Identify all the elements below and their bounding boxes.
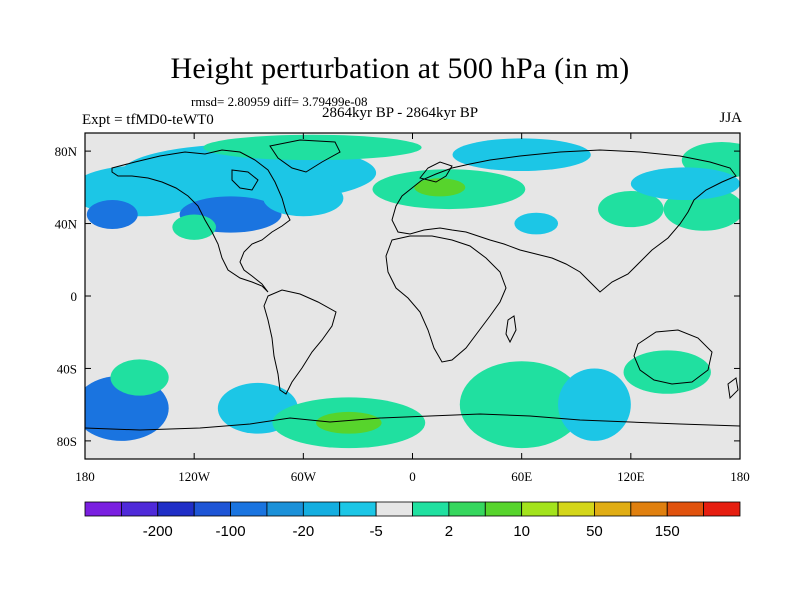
- coastlines: [85, 139, 740, 431]
- figure-title: Height perturbation at 500 hPa (in m): [170, 52, 630, 85]
- colorbar-label: -100: [216, 523, 246, 540]
- colorbar-label: -5: [369, 523, 382, 540]
- anomaly-field: [85, 134, 740, 449]
- anomaly-region-8: [414, 178, 466, 197]
- lon-tick-label: 60W: [291, 469, 317, 484]
- colorbar-swatch: [666, 501, 705, 517]
- lon-tick-label: 0: [409, 469, 416, 484]
- coast-africa: [385, 235, 507, 363]
- coast-south-america: [263, 289, 337, 395]
- colorbar-label: 50: [586, 523, 603, 540]
- anomaly-region-19: [316, 411, 382, 434]
- lon-tick-label: 60E: [511, 469, 532, 484]
- colorbar-swatch: [84, 501, 122, 517]
- stats-text: rmsd= 2.80959 diff= 3.79499e-08: [191, 94, 368, 109]
- colorbar-label: -200: [143, 523, 173, 540]
- colorbar-swatch: [594, 501, 632, 517]
- colorbar-swatch: [630, 501, 668, 517]
- colorbar-label: 2: [445, 523, 453, 540]
- anomaly-region-14: [630, 167, 740, 201]
- colorbar-swatch: [448, 501, 486, 517]
- anomaly-region-16: [110, 359, 169, 396]
- colorbar-swatch: [302, 501, 341, 517]
- lat-tick-label: 80S: [57, 434, 77, 449]
- anomaly-region-6: [203, 134, 422, 161]
- lat-tick-label: 40S: [57, 361, 77, 376]
- longitude-axis: 180 120W 60W 0 60E 120E 180: [75, 133, 750, 484]
- colorbar-label: -20: [292, 523, 314, 540]
- colorbar-swatch: [412, 501, 450, 517]
- coast-eurasia: [391, 149, 737, 293]
- colorbar-swatch: [193, 501, 231, 517]
- colorbar-label: 150: [655, 523, 680, 540]
- season-label: JJA: [719, 110, 742, 126]
- colorbar-swatch: [484, 501, 523, 517]
- colorbar-swatch: [375, 501, 413, 517]
- latitude-axis: 80N 40N 0 40S 80S: [55, 144, 740, 449]
- colorbar-swatch: [120, 501, 159, 517]
- coast-north-america: [111, 149, 291, 293]
- anomaly-region-9: [452, 138, 591, 172]
- anomaly-region-10: [514, 212, 559, 235]
- colorbar-swatch: [557, 501, 595, 517]
- lat-tick-label: 80N: [55, 144, 78, 159]
- coast-australia: [633, 329, 713, 385]
- anomaly-region-22: [623, 350, 711, 394]
- colorbar-swatch: [157, 501, 195, 517]
- coast-greenland: [269, 139, 341, 173]
- coast-madagascar: [505, 315, 517, 344]
- colorbar-swatch: [230, 501, 268, 517]
- lat-tick-label: 0: [71, 289, 78, 304]
- coast-scandinavia: [419, 161, 453, 183]
- anomaly-region-1: [86, 200, 138, 229]
- coast-new-zealand: [727, 377, 739, 400]
- experiment-label: Expt = tfMD0-teWT0: [82, 112, 214, 128]
- lat-tick-label: 40N: [55, 217, 78, 232]
- colorbar: -200 -100 -20 -5 2 10 50 150: [84, 501, 741, 540]
- colorbar-swatch: [339, 501, 377, 517]
- colorbar-label: 10: [513, 523, 530, 540]
- lon-tick-label: 120E: [617, 469, 645, 484]
- lon-tick-label: 120W: [178, 469, 211, 484]
- coast-hudson-bay: [231, 169, 259, 191]
- anomaly-region-20: [459, 361, 584, 449]
- lon-tick-label: 180: [730, 469, 750, 484]
- anomaly-region-4: [263, 180, 344, 217]
- anomaly-region-21: [558, 368, 631, 441]
- anomaly-region-11: [598, 190, 664, 228]
- period-text: 2864kyr BP - 2864kyr BP: [322, 105, 479, 121]
- colorbar-swatch: [703, 501, 741, 517]
- colorbar-swatch: [521, 501, 559, 517]
- coast-antarctica: [85, 413, 740, 431]
- lon-tick-label: 180: [75, 469, 95, 484]
- colorbar-swatch: [266, 501, 304, 517]
